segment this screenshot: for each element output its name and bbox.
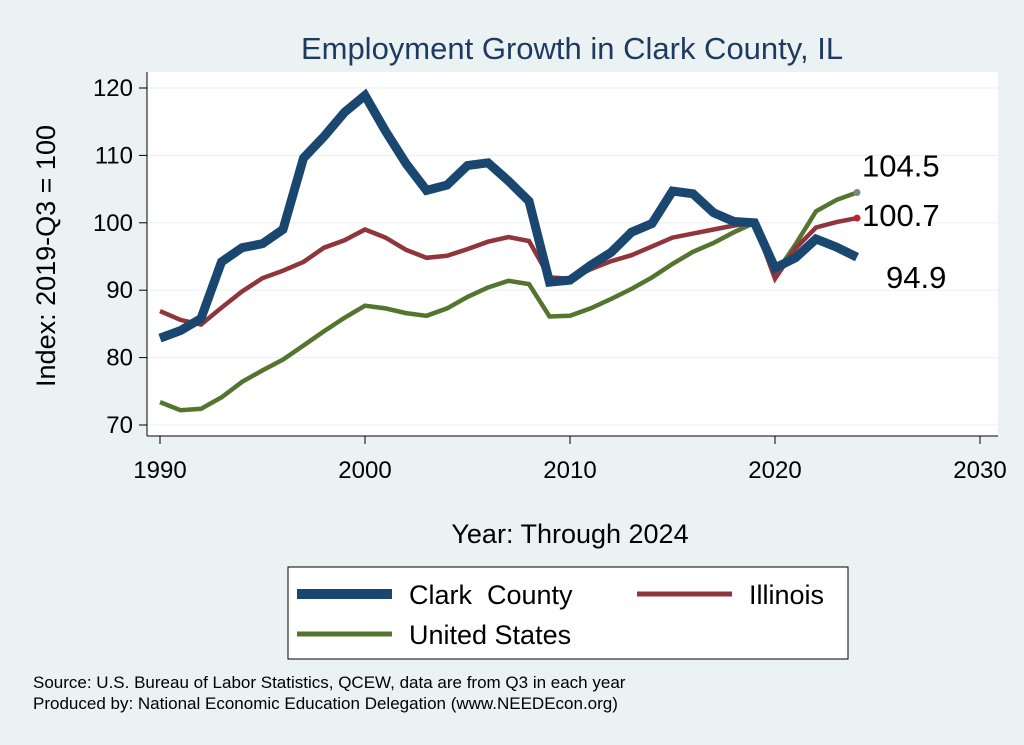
y-axis-title: Index: 2019-Q3 = 100 [31,125,61,387]
y-tick-label-80: 80 [106,345,133,372]
x-tick-label-2020: 2020 [748,457,801,484]
legend-label-united-states: United States [409,620,571,650]
y-ticks: 70 80 90 100 110 120 [93,75,147,439]
series-line-clark-county [158,88,859,343]
legend-label-illinois: Illinois [749,580,824,610]
x-tick-label-2010: 2010 [543,457,596,484]
x-tick-label-2030: 2030 [953,457,1006,484]
plot-area [147,72,998,436]
producer-note: Produced by: National Economic Education… [33,694,618,713]
end-label-clark-county: 94.9 [886,260,946,295]
y-tick-label-70: 70 [106,412,133,439]
legend-label-clark-county: Clark County [409,580,573,610]
y-tick-label-120: 120 [93,75,133,102]
x-tick-label-2000: 2000 [338,457,391,484]
end-dot-united-states [853,188,861,196]
series-lines [158,88,861,413]
legend: Clark County Illinois United States [287,566,849,660]
y-tick-label-90: 90 [106,277,133,304]
series-line-united-states [159,190,858,413]
source-note: Source: U.S. Bureau of Labor Statistics,… [33,673,626,692]
x-ticks: 1990 2000 2010 2020 2030 [133,436,1007,484]
end-labels: 104.5 100.7 94.9 [862,148,946,295]
legend-box [287,566,849,660]
end-label-illinois: 100.7 [862,198,940,233]
y-tick-label-110: 110 [95,142,133,169]
x-tick-label-1990: 1990 [133,457,186,484]
y-tick-label-100: 100 [93,210,133,237]
end-dot-illinois [853,214,861,222]
chart-title: Employment Growth in Clark County, IL [301,31,843,66]
x-axis-title: Year: Through 2024 [451,519,688,549]
end-label-united-states: 104.5 [862,148,940,183]
